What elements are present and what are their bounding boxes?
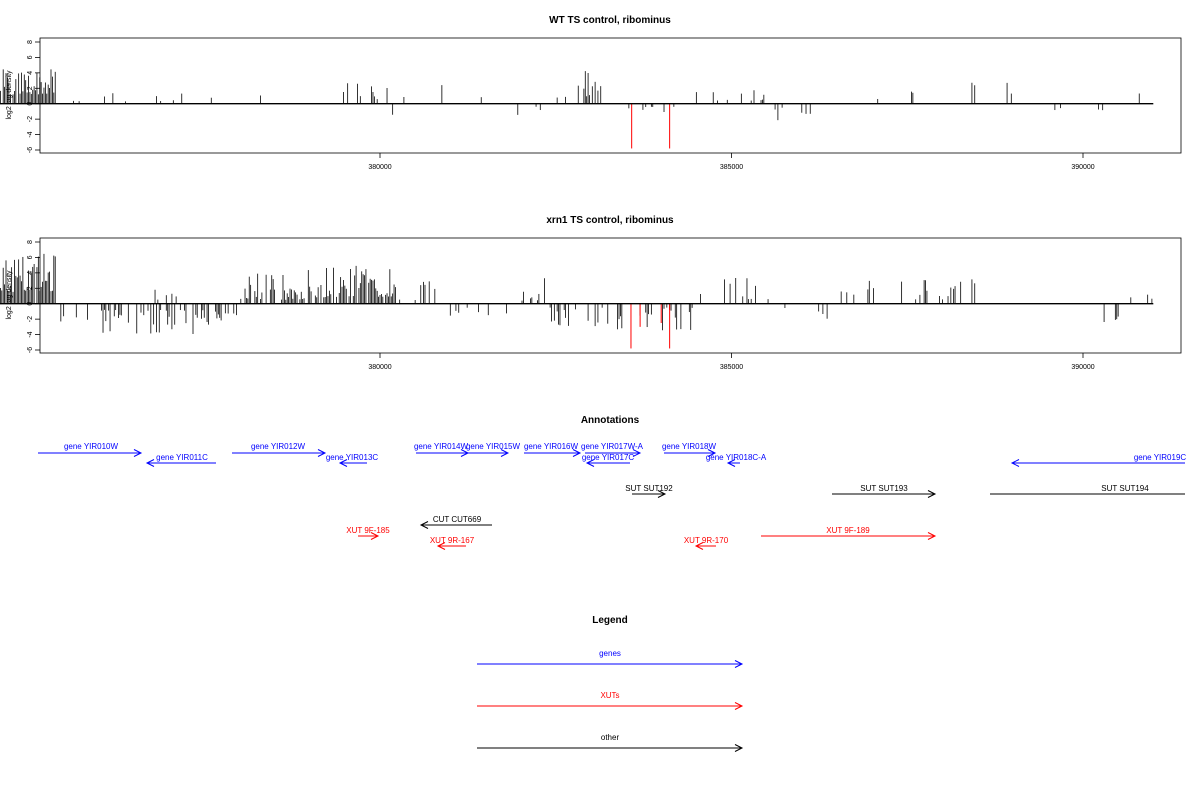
xrn1-xtick-label: 380000 [368,364,391,371]
xrn1-panel-title: xrn1 TS control, ribominus [546,215,674,226]
wt-ytick-label: 2 [27,86,34,90]
wt-plot-frame [39,37,1182,154]
annotation-label: CUT CUT669 [433,515,482,524]
annotation-label: gene YIR017W-A [581,442,644,451]
xrn1-signal-bars [0,253,1154,349]
xrn1-ytick-label: 8 [27,240,34,244]
annotations-title: Annotations [581,415,640,426]
annotation-arrow [761,532,937,540]
annotation-arrow [38,449,143,457]
annotation-label: gene YIR019C [1134,453,1187,462]
legend-label: other [601,733,620,742]
legend-label: XUTs [600,691,619,700]
annotation-arrow [1010,459,1185,467]
annotation-arrow [726,459,740,467]
xrn1-panel: xrn1 TS control, ribominus log2 tag dens… [0,215,1182,371]
xrn1-ytick-label: -4 [27,331,34,337]
legend-title: Legend [592,615,628,626]
xrn1-plot-frame [39,237,1182,354]
annotation-label: gene YIR017C [582,453,635,462]
annotation-arrow [468,449,510,457]
annotation-arrow [664,449,717,457]
annotation-arrow [585,449,642,457]
annotation-label: gene YIR010W [64,442,119,451]
legend-arrow [477,660,744,668]
annotation-label: SUT SUT192 [625,484,673,493]
wt-ytick-label: -4 [27,131,34,137]
annotation-label: gene YIR018W [662,442,717,451]
annotation-arrow [632,490,667,498]
xrn1-axes: -6-4-202468380000385000390000 [27,240,1095,371]
annotation-arrow [585,459,630,467]
wt-xtick-label: 385000 [720,164,743,171]
wt-ytick-label: 4 [27,71,34,75]
annotation-tracks: gene YIR010W gene YIR011C gene YIR012W gene… [38,442,1186,550]
annotation-label: gene YIR016W [524,442,579,451]
wt-signal-bars [0,69,1154,149]
annotation-label: gene YIR013C [326,453,379,462]
annotation-label: XUT 9R-170 [684,536,729,545]
xrn1-ytick-label: 2 [27,286,34,290]
annotation-label: gene YIR011C [156,453,208,462]
annotation-arrow [436,542,466,550]
xrn1-xtick-label: 385000 [720,364,743,371]
annotation-label: gene YIR015W [466,442,521,451]
wt-xtick-label: 390000 [1071,164,1094,171]
wt-panel: WT TS control, ribominus log2 tag densit… [0,15,1182,171]
wt-panel-title: WT TS control, ribominus [549,15,671,26]
legend-arrow [477,744,744,752]
xrn1-ytick-label: 6 [27,255,34,259]
wt-xtick-label: 380000 [368,164,391,171]
xrn1-ytick-label: 4 [27,271,34,275]
annotation-label: gene YIR018C-A [706,453,767,462]
wt-ytick-label: 8 [27,40,34,44]
annotation-arrow [145,459,216,467]
xrn1-ytick-label: -6 [27,347,34,353]
annotation-label: SUT SUT193 [860,484,908,493]
annotation-arrow [832,490,937,498]
wt-ytick-label: -2 [27,116,34,122]
legend-arrow [477,702,744,710]
annotation-label: gene YIR012W [251,442,306,451]
wt-ytick-label: 6 [27,55,34,59]
annotation-arrow [338,459,367,467]
annotation-arrow [694,542,716,550]
xrn1-xtick-label: 390000 [1071,364,1094,371]
annotation-arrow [419,521,492,529]
legend-label: genes [599,649,621,658]
annotation-label: XUT 9R-167 [430,536,475,545]
annotation-arrow [358,532,380,540]
annotation-label: SUT SUT194 [1101,484,1149,493]
annotation-arrow [524,449,582,457]
wt-panel-ylabel: log2 tag density [6,70,13,120]
legend-panel: Legend genes XUTs other [477,615,744,752]
wt-ytick-label: -6 [27,147,34,153]
xrn1-panel-ylabel: log2 tag density [6,270,13,320]
annotation-label: XUT 9F-185 [346,526,390,535]
legend-items: genes XUTs other [477,649,744,752]
annotation-label: XUT 9F-189 [826,526,870,535]
annotation-arrow [232,449,327,457]
xrn1-ytick-label: -2 [27,316,34,322]
annotation-label: gene YIR014W [414,442,469,451]
wt-axes: -6-4-202468380000385000390000 [27,40,1095,171]
